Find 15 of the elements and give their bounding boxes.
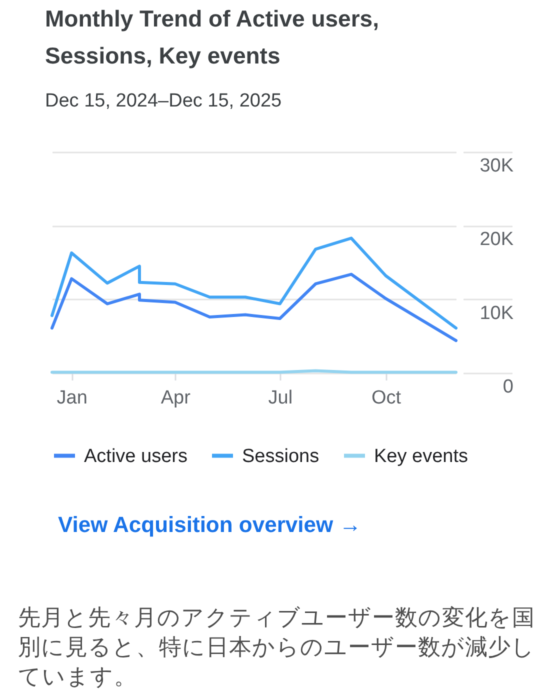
x-tick-label: Oct xyxy=(372,388,402,408)
legend-label: Sessions xyxy=(242,446,320,467)
y-tick-label: 0 xyxy=(502,376,514,398)
chart-title: Monthly Trend of Active users, Sessions, Key events xyxy=(45,5,379,68)
x-tick-label: Jul xyxy=(268,388,293,408)
x-tick-label: Jan xyxy=(56,388,88,408)
y-tick-label: 10K xyxy=(480,302,514,324)
legend-label: Active users xyxy=(84,446,188,467)
y-tick-label: 30K xyxy=(480,156,514,176)
chart-subtitle: Dec 15, 2024–Dec 15, 2025 xyxy=(45,90,282,112)
x-tick-label: Apr xyxy=(160,388,192,408)
legend-label: Key events xyxy=(374,446,468,467)
y-tick-label: 20K xyxy=(480,229,514,250)
text: View Acquisition overview → xyxy=(58,512,362,537)
text: 先月と先々月のアクティブユーザー数の変化を国別に見ると、特に日本からのユーザー数が減少しています。 xyxy=(18,605,535,689)
